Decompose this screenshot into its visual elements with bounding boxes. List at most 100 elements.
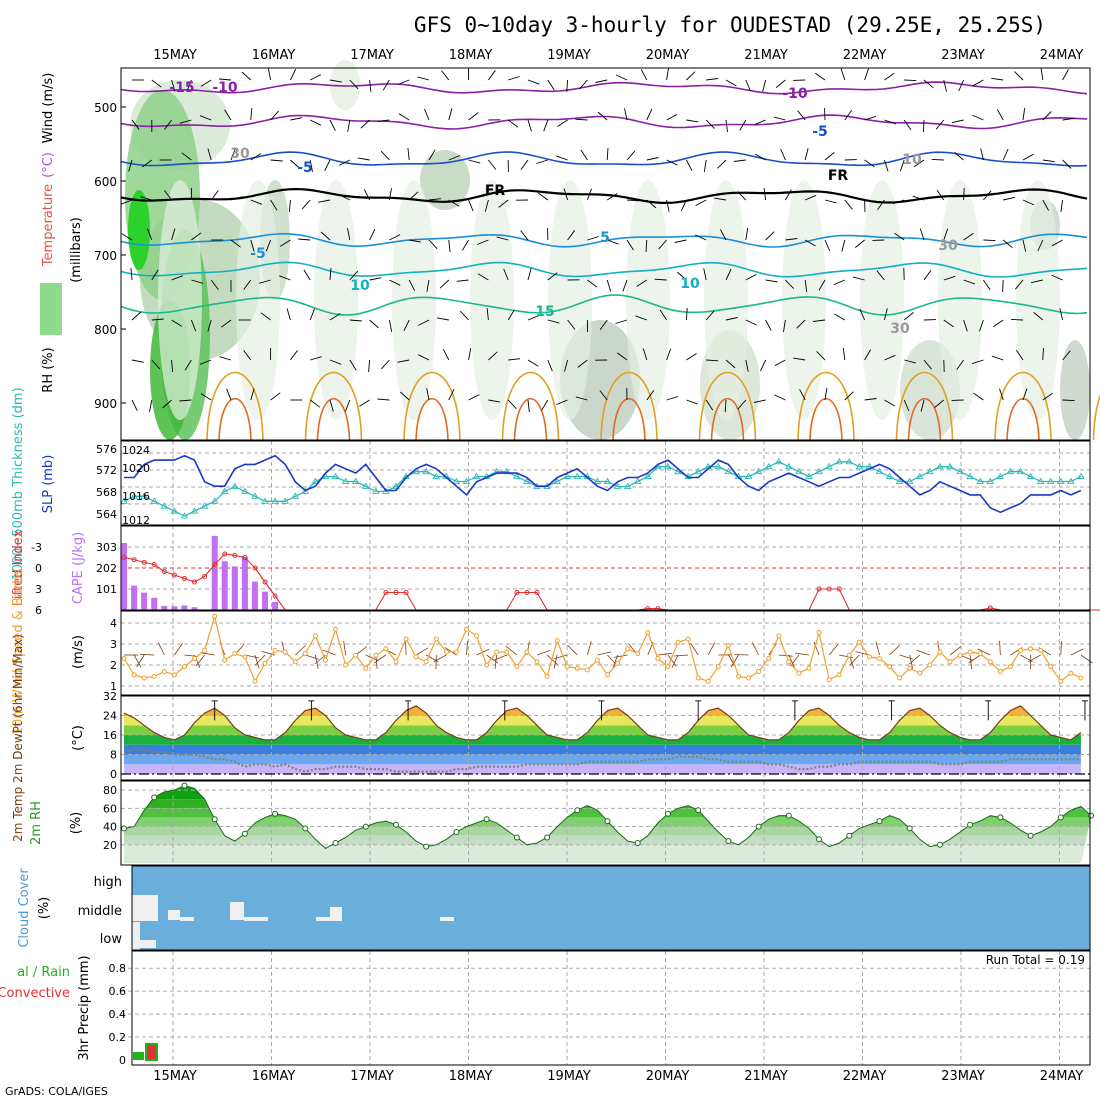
wind-barb: [210, 279, 219, 290]
lifted-index-point: [524, 590, 530, 595]
contour-label: -5: [812, 124, 828, 140]
wind-barb: [305, 654, 319, 660]
thickness-point: [472, 472, 481, 480]
wind-barb: [286, 308, 291, 321]
lifted-index-point: [171, 572, 177, 578]
wind-barb: [753, 399, 766, 403]
wind-barb: [774, 394, 786, 401]
wind-barb: [320, 231, 331, 241]
wind-speed-point: [192, 656, 197, 661]
wind-barb: [408, 191, 419, 201]
wind-barb: [527, 79, 540, 85]
wind-barb: [1002, 279, 1004, 293]
wind-barb: [265, 239, 272, 252]
wind-speed-point: [977, 651, 983, 657]
thickness-point: [1077, 472, 1085, 480]
temp-contour-20: [1092, 394, 1100, 441]
bottom-date-label: 21MAY: [744, 1069, 788, 1084]
wind-barb: [131, 359, 144, 363]
wind-speed-point: [524, 649, 530, 655]
top-date-label: 20MAY: [646, 48, 690, 63]
wind-barb: [250, 153, 262, 161]
wind-speed-point: [182, 664, 187, 670]
thickness-point: [261, 497, 269, 504]
wind-speed-point: [836, 672, 842, 678]
wind-barb: [703, 268, 707, 281]
wind-barb: [424, 108, 430, 121]
lifted-index-point: [151, 562, 157, 567]
temp-tick-label: 0: [110, 768, 117, 781]
wind-barb: [762, 79, 767, 92]
wind-barb: [428, 239, 438, 250]
wind-barb: [963, 187, 965, 201]
wind-barb: [737, 191, 747, 201]
wind-barb: [705, 119, 715, 129]
wind-barb: [884, 119, 896, 125]
wind-yunit: (m/s): [71, 635, 86, 669]
wind-barb: [1042, 111, 1052, 121]
thickness-point: [1056, 477, 1065, 484]
wind-barb: [191, 279, 204, 284]
temp-contour-20: [206, 371, 264, 441]
wind-barb: [686, 353, 697, 361]
bottom-date-labels: 15MAY 16MAY 17MAY 18MAY 19MAY 20MAY 21MAY 22MAY…: [153, 1069, 1083, 1084]
wind-barb: [855, 239, 865, 248]
rh-shading: [330, 60, 360, 110]
wind-barb: [1015, 349, 1024, 361]
wind-barb: [834, 313, 846, 321]
slp-ylabel-slp: SLP (mb): [41, 455, 56, 514]
wind-barb: [1010, 318, 1024, 321]
wind-barb: [567, 319, 576, 330]
wind-barb: [496, 236, 509, 241]
wind-barb: [298, 238, 311, 241]
wind-barb: [230, 148, 236, 161]
temp-band: [124, 744, 1081, 755]
wind-barb: [374, 654, 387, 664]
temp-tick-label: 16: [103, 729, 117, 742]
wind-barb: [666, 348, 672, 361]
wind-barb: [468, 112, 479, 121]
wind-barb: [615, 319, 628, 324]
wind-barb: [349, 79, 359, 90]
wind-barb: [849, 654, 860, 666]
wind-barb: [586, 641, 592, 656]
wind-speed-point: [846, 652, 852, 658]
precip-tick-label: 0.4: [109, 1008, 127, 1021]
wind-barb: [958, 79, 965, 92]
wind-barb: [171, 359, 174, 373]
wind-speed-point: [131, 672, 137, 678]
cape-tick-label: 303: [96, 541, 117, 554]
thickness-point: [1046, 477, 1055, 484]
wind-barb: [622, 279, 628, 292]
wind-speed-point: [1048, 664, 1054, 670]
wind-barb: [397, 79, 410, 85]
lifted-index-point: [403, 590, 409, 595]
wind-barb: [1037, 239, 1044, 252]
wind-barb: [654, 278, 667, 281]
rh-point: [211, 816, 218, 823]
wind-speed-point: [292, 659, 298, 665]
rh-point: [332, 840, 339, 846]
bottom-date-label: 24MAY: [1040, 1069, 1084, 1084]
wind-barb: [456, 279, 469, 282]
wind-barb: [171, 79, 176, 92]
rh-point: [302, 825, 309, 832]
pressure-tick-label: 800: [94, 323, 117, 337]
wind-barb: [595, 79, 608, 83]
wind-barb: [587, 236, 600, 241]
wind-barb: [243, 350, 252, 361]
wind-barb: [795, 652, 810, 656]
wind-speed-point: [917, 670, 923, 676]
wind-barb: [309, 399, 321, 408]
wind-barb: [597, 111, 608, 121]
wind-barb: [329, 359, 342, 365]
lifted-index-point: [534, 590, 540, 595]
wind-barb: [686, 159, 693, 171]
wind-barb: [191, 232, 202, 241]
wind-barb: [324, 159, 331, 171]
wind-speed-point: [997, 669, 1003, 674]
wind-barb: [1014, 279, 1024, 290]
wind-barb: [680, 199, 687, 212]
wind-barb: [1070, 648, 1084, 656]
wind-barb: [547, 272, 558, 281]
